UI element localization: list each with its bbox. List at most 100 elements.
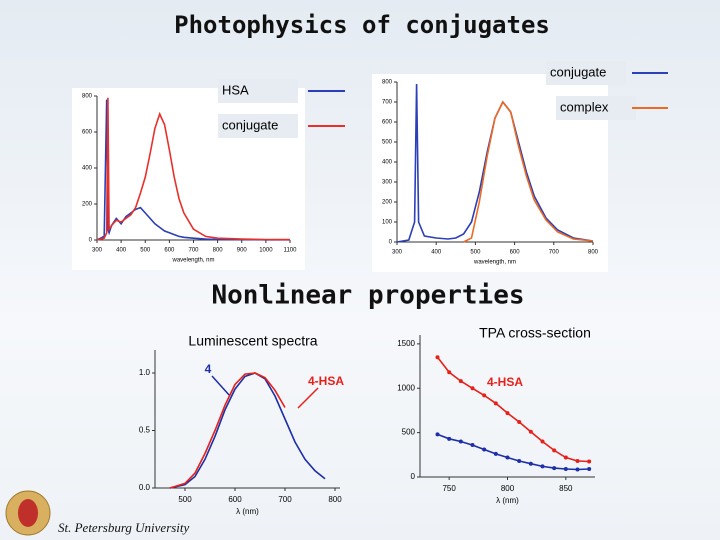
data-point (575, 459, 580, 464)
y-tick-label: 200 (82, 202, 93, 208)
data-point (447, 436, 452, 441)
y-tick-label: 400 (82, 166, 93, 172)
y-tick-label: 0 (389, 240, 393, 246)
series-line (96, 99, 290, 241)
legend-box (556, 96, 636, 120)
y-tick-label: 600 (82, 130, 93, 136)
x-axis-label: λ (nm) (236, 507, 259, 516)
series-line (96, 97, 291, 241)
x-tick-label: 700 (278, 495, 292, 504)
data-point (587, 459, 592, 464)
data-point (482, 447, 487, 452)
y-tick-label: 1000 (397, 383, 415, 392)
legend-label: conjugate (222, 117, 278, 132)
data-point (563, 455, 568, 460)
x-axis-label: wavelength, nm (473, 260, 516, 266)
chart-title: Luminescent spectra (188, 333, 317, 349)
data-point (482, 393, 487, 398)
x-tick-label: 500 (470, 250, 481, 256)
y-tick-label: 300 (382, 180, 393, 186)
x-tick-label: 500 (140, 248, 151, 254)
y-tick-label: 0.5 (139, 426, 151, 435)
x-axis-label: λ (nm) (496, 496, 519, 505)
data-point (563, 467, 568, 472)
x-tick-label: 400 (116, 248, 127, 254)
data-point (540, 464, 545, 469)
annotation-arrow (211, 375, 231, 397)
legend-label: HSA (222, 82, 249, 97)
y-tick-label: 800 (82, 94, 93, 100)
annotation: 4-HSA (308, 374, 344, 388)
data-point (517, 419, 522, 424)
y-tick-label: 700 (382, 100, 393, 106)
legend-label: conjugate (550, 64, 606, 79)
x-tick-label: 800 (588, 250, 599, 256)
data-point (458, 439, 463, 444)
data-point (470, 443, 475, 448)
data-point (493, 401, 498, 406)
data-point (517, 459, 522, 464)
x-tick-label: 800 (501, 484, 515, 493)
legend-box (218, 114, 298, 138)
section-title: Nonlinear properties (211, 281, 524, 311)
x-axis-label: wavelength, nm (171, 258, 214, 264)
series-line (463, 100, 594, 243)
legend-box (546, 61, 626, 85)
y-tick-label: 0.0 (139, 483, 151, 492)
data-point (587, 467, 592, 472)
annotation: 4-HSA (487, 375, 523, 389)
footer: St. Petersburg University (58, 520, 190, 535)
x-tick-label: 600 (228, 495, 242, 504)
y-tick-label: 1500 (397, 339, 415, 348)
y-tick-label: 0 (89, 238, 93, 244)
emblem (5, 490, 51, 536)
data-point (575, 467, 580, 472)
x-tick-label: 600 (164, 248, 175, 254)
data-point (447, 370, 452, 375)
data-point (505, 411, 510, 416)
data-point (435, 432, 440, 437)
x-tick-label: 600 (510, 250, 521, 256)
series-line (396, 83, 594, 243)
y-tick-label: 600 (382, 120, 393, 126)
x-tick-label: 300 (92, 248, 103, 254)
y-tick-label: 500 (402, 428, 416, 437)
y-tick-label: 100 (382, 220, 393, 226)
data-point (528, 461, 533, 466)
x-tick-label: 700 (549, 250, 560, 256)
series-line (169, 372, 326, 489)
chart-title: TPA cross-section (479, 325, 591, 341)
data-point (458, 379, 463, 384)
data-point (470, 386, 475, 391)
slide-title: Photophysics of conjugates (174, 11, 550, 39)
x-tick-label: 400 (431, 250, 442, 256)
data-point (540, 439, 545, 444)
legend-label: complex (560, 99, 609, 114)
data-point (435, 355, 440, 360)
x-tick-label: 750 (442, 484, 456, 493)
x-tick-label: 900 (237, 248, 248, 254)
x-tick-label: 1000 (259, 248, 273, 254)
y-tick-label: 500 (382, 140, 393, 146)
x-tick-label: 800 (328, 495, 342, 504)
y-tick-label: 0 (411, 472, 416, 481)
data-point (552, 448, 557, 453)
x-tick-label: 500 (178, 495, 192, 504)
y-tick-label: 800 (382, 80, 393, 86)
y-tick-label: 200 (382, 200, 393, 206)
legend-box (218, 79, 298, 103)
y-tick-label: 1.0 (139, 368, 151, 377)
data-point (493, 451, 498, 456)
series-line (436, 356, 590, 463)
x-tick-label: 300 (392, 250, 403, 256)
x-tick-label: 1100 (284, 248, 298, 254)
x-tick-label: 800 (213, 248, 224, 254)
x-tick-label: 850 (559, 484, 573, 493)
data-point (552, 466, 557, 471)
y-tick-label: 400 (382, 160, 393, 166)
annotation: 4 (205, 362, 212, 376)
data-point (528, 429, 533, 434)
annotation-arrow (297, 387, 319, 409)
